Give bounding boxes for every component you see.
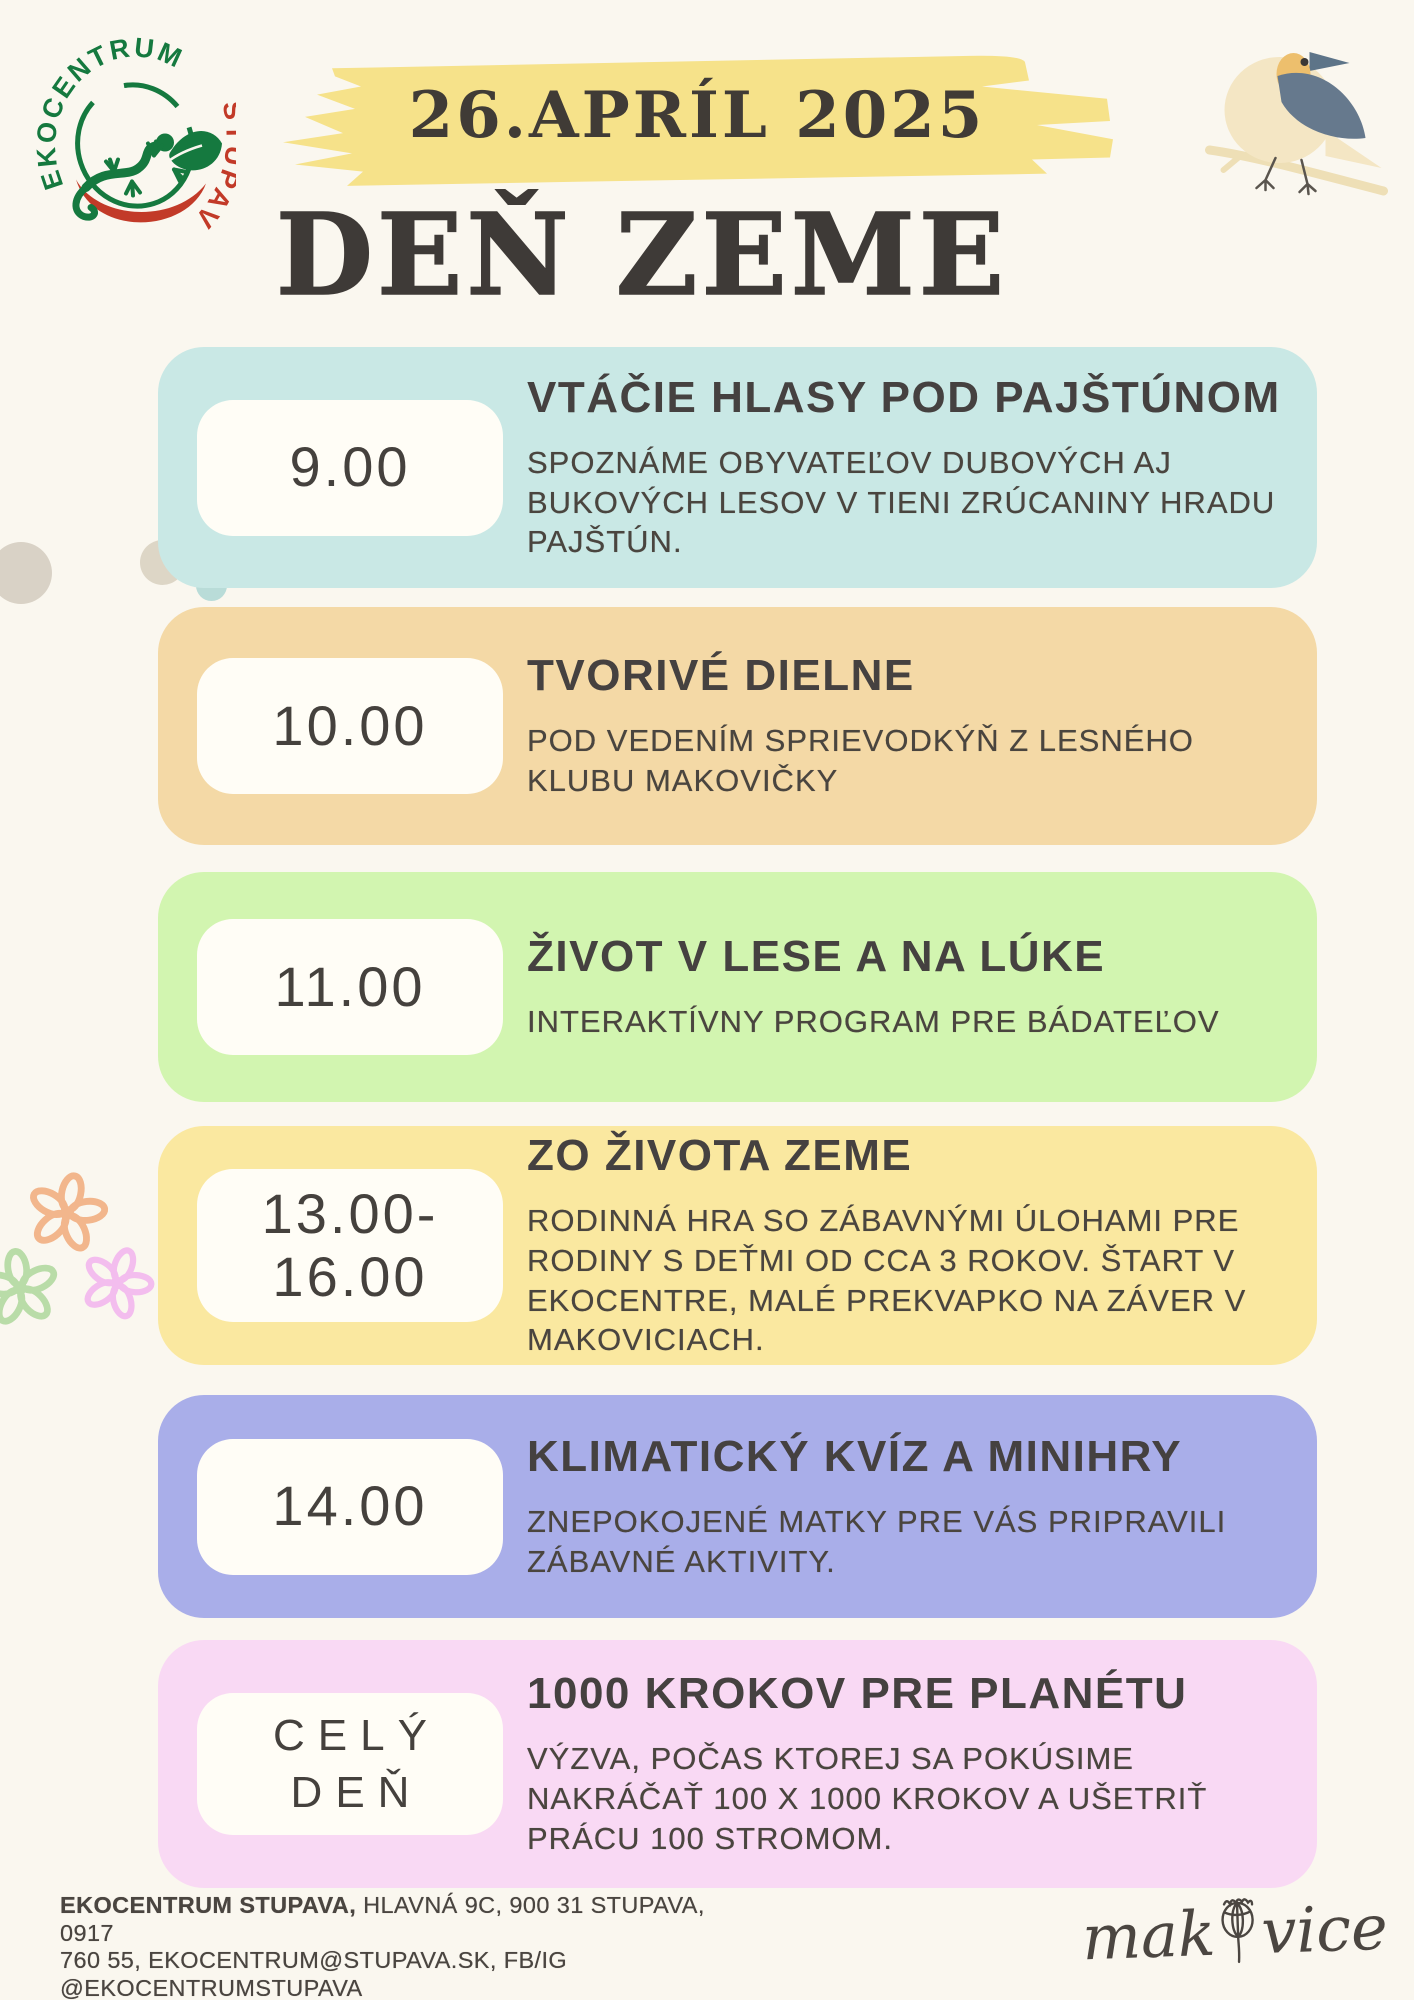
footer-contact: EKOCENTRUM STUPAVA, HLAVNÁ 9C, 900 31 ST…: [60, 1892, 760, 2000]
description-line: MAKOVICIACH.: [527, 1322, 765, 1358]
time-label-line: 9.00: [289, 435, 411, 499]
leaf-icon: [167, 130, 222, 171]
page-title: DEŇ ZEME: [275, 189, 1009, 322]
description-line: ZNEPOKOJENÉ MATKY PRE VÁS PRIPRAVILI: [527, 1503, 1227, 1539]
card-texts: ZO ŽIVOTA ZEME RODINNÁ HRA SO ZÁBAVNÝMI …: [527, 1131, 1246, 1360]
schedule-card: 9.00 VTÁČIE HLASY POD PAJŠTÚNOM SPOZNÁME…: [158, 347, 1317, 588]
description-line: VÝZVA, POČAS KTOREJ SA POKÚSIME: [527, 1741, 1134, 1777]
lizard-icon: [72, 82, 206, 223]
card-heading: TVORIVÉ DIELNE: [527, 651, 915, 701]
card-texts: 1000 KROKOV PRE PLANÉTU VÝZVA, POČAS KTO…: [527, 1669, 1207, 1858]
time-box: 11.00: [197, 919, 503, 1055]
schedule-card: 11.00 ŽIVOT V LESE A NA LÚKE INTERAKTÍVN…: [158, 872, 1317, 1102]
date-banner: 26.APRÍL 2025: [277, 46, 1117, 198]
card-texts: ŽIVOT V LESE A NA LÚKE INTERAKTÍVNY PROG…: [527, 932, 1220, 1042]
schedule-card: 13.00- 16.00 ZO ŽIVOTA ZEME RODINNÁ HRA S…: [158, 1126, 1317, 1365]
brand-text-post: vice: [1260, 1890, 1390, 1968]
description-line: ZÁBAVNÉ AKTIVITY.: [527, 1543, 836, 1579]
schedule-list: 9.00 VTÁČIE HLASY POD PAJŠTÚNOM SPOZNÁME…: [158, 347, 1317, 1888]
description-line: INTERAKTÍVNY PROGRAM PRE BÁDATEĽOV: [527, 1004, 1220, 1040]
schedule-card: 10.00 TVORIVÉ DIELNE POD VEDENÍM SPRIEVO…: [158, 607, 1317, 845]
flower-icon-green: [0, 1247, 58, 1325]
time-box: 9.00: [197, 399, 503, 536]
time-label-line: CELÝ: [273, 1710, 440, 1760]
time-box: CELÝ DEŇ: [197, 1692, 503, 1836]
bird-icon: [1205, 52, 1388, 196]
brand-text-pre: mak: [1081, 1896, 1218, 1974]
description-line: SPOZNÁME OBYVATEĽOV DUBOVÝCH AJ: [527, 444, 1172, 480]
date-text: 26.APRÍL 2025: [408, 78, 986, 153]
poppy-icon: [1222, 1898, 1255, 1964]
card-heading: KLIMATICKÝ KVÍZ A MINIHRY: [527, 1431, 1183, 1481]
description-line: RODINNÁ HRA SO ZÁBAVNÝMI ÚLOHAMI PRE: [527, 1203, 1240, 1239]
org-name: EKOCENTRUM STUPAVA,: [60, 1892, 357, 1918]
card-description: ZNEPOKOJENÉ MATKY PRE VÁS PRIPRAVILI ZÁBA…: [527, 1502, 1226, 1581]
contact-line-rest: HLAVNÁ 9C, 900 31 STUPAVA, 0917: [60, 1892, 705, 1946]
card-texts: VTÁČIE HLASY POD PAJŠTÚNOM SPOZNÁME OBYV…: [527, 373, 1281, 562]
card-description: RODINNÁ HRA SO ZÁBAVNÝMI ÚLOHAMI PRE RODI…: [527, 1201, 1246, 1360]
card-texts: TVORIVÉ DIELNE POD VEDENÍM SPRIEVODKÝŇ Z…: [527, 651, 1194, 800]
time-box: 10.00: [197, 658, 503, 794]
description-line: EKOCENTRE, MALÉ PREKVAPKO NA ZÁVER V: [527, 1282, 1247, 1318]
description-line: PAJŠTÚN.: [527, 524, 683, 560]
contact-line: @EKOCENTRUMSTUPAVA: [60, 1975, 363, 2000]
card-heading: 1000 KROKOV PRE PLANÉTU: [527, 1669, 1188, 1719]
makovice-logo: mak vice: [1081, 1881, 1390, 1984]
contact-line: EKOCENTRUM STUPAVA, HLAVNÁ 9C, 900 31 ST…: [60, 1892, 760, 1947]
date-banner-brush: [283, 55, 1113, 186]
description-line: POD VEDENÍM SPRIEVODKÝŇ Z LESNÉHO: [527, 723, 1194, 759]
time-label-line: 10.00: [272, 693, 428, 757]
description-line: RODINY S DEŤMI OD CCA 3 ROKOV. ŠTART V: [527, 1242, 1236, 1278]
schedule-card: CELÝ DEŇ 1000 KROKOV PRE PLANÉTU VÝZVA, P…: [158, 1640, 1317, 1888]
description-line: BUKOVÝCH LESOV V TIENI ZRÚCANINY HRADU: [527, 484, 1276, 520]
time-label-line: DEŇ: [290, 1768, 423, 1817]
description-line: PRÁCU 100 STROMOM.: [527, 1820, 893, 1856]
flower-icon-orange: [30, 1172, 109, 1252]
card-heading: VTÁČIE HLASY POD PAJŠTÚNOM: [527, 372, 1281, 422]
time-box: 14.00: [197, 1438, 503, 1575]
time-label-line: 16.00: [272, 1244, 428, 1308]
time-label-line: 13.00-: [261, 1181, 439, 1245]
card-description: SPOZNÁME OBYVATEĽOV DUBOVÝCH AJ BUKOVÝCH …: [527, 443, 1281, 562]
time-label-line: 11.00: [274, 954, 426, 1018]
decor-circle-large: [0, 542, 52, 604]
ekocentrum-stupava-logo: EKOCENTRUM STUPAVA: [36, 20, 236, 235]
flower-icon-pink: [84, 1247, 155, 1320]
card-texts: KLIMATICKÝ KVÍZ A MINIHRY ZNEPOKOJENÉ MA…: [527, 1432, 1226, 1581]
time-box: 13.00- 16.00: [197, 1168, 503, 1323]
contact-line: 760 55, EKOCENTRUM@STUPAVA.SK, FB/IG: [60, 1947, 568, 1974]
card-description: POD VEDENÍM SPRIEVODKÝŇ Z LESNÉHO KLUBU M…: [527, 721, 1194, 800]
card-description: INTERAKTÍVNY PROGRAM PRE BÁDATEĽOV: [527, 1002, 1220, 1042]
schedule-card: 14.00 KLIMATICKÝ KVÍZ A MINIHRY ZNEPOKOJ…: [158, 1395, 1317, 1618]
description-line: NAKRÁČAŤ 100 X 1000 KROKOV A UŠETRIŤ: [527, 1781, 1208, 1817]
time-label-line: 14.00: [272, 1474, 428, 1538]
card-heading: ZO ŽIVOTA ZEME: [527, 1131, 913, 1181]
card-heading: ŽIVOT V LESE A NA LÚKE: [527, 932, 1106, 982]
card-description: VÝZVA, POČAS KTOREJ SA POKÚSIME NAKRÁČAŤ …: [527, 1739, 1207, 1858]
description-line: KLUBU MAKOVIČKY: [527, 763, 839, 798]
